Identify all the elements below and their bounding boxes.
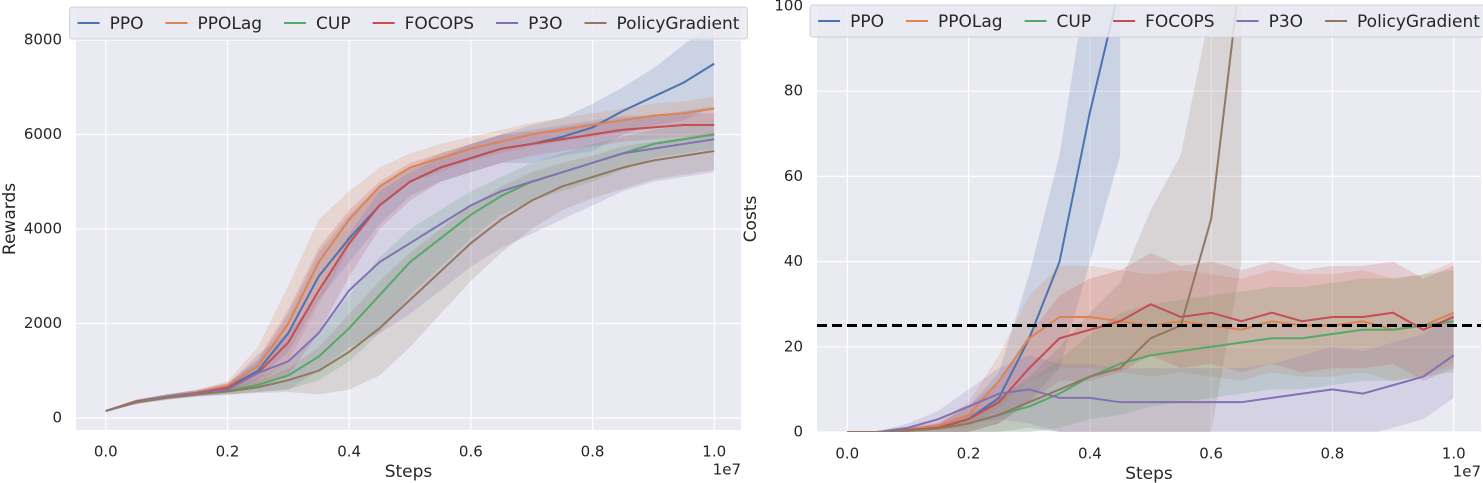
- y-tick-label: 0: [52, 408, 62, 426]
- x-tick-label: 1.0: [1442, 445, 1466, 463]
- y-tick-label: 0: [793, 423, 803, 441]
- legend-label: PolicyGradient: [617, 14, 740, 34]
- legend-box: [809, 4, 1483, 38]
- y-tick-label: 100: [774, 0, 803, 15]
- legend: PPO PPOLag CUP FOCOPS P3O PolicyGradient: [809, 4, 1483, 38]
- y-tick-label: 2000: [24, 314, 62, 332]
- band: [105, 96, 715, 412]
- x-tick-label: 0.6: [1199, 445, 1223, 463]
- legend-label: CUP: [1057, 12, 1092, 32]
- y-tick-label: 60: [784, 167, 803, 185]
- x-offset-label: 1e7: [713, 461, 741, 479]
- band: [847, 6, 1242, 432]
- y-tick-label: 20: [784, 337, 803, 355]
- line: [847, 354, 1455, 432]
- band: [105, 21, 715, 412]
- legend-label: PPO: [850, 12, 884, 32]
- x-tick-label: 0.6: [459, 443, 483, 461]
- x-tick-label: 0.0: [835, 445, 859, 463]
- band: [105, 120, 715, 412]
- y-tick-label: 4000: [24, 219, 62, 237]
- legend-label: P3O: [528, 14, 562, 34]
- x-tick-label: 0.4: [1078, 445, 1102, 463]
- band: [847, 253, 1454, 432]
- band: [847, 261, 1454, 432]
- band: [105, 132, 715, 412]
- x-axis-label: Steps: [1125, 464, 1173, 483]
- y-tick-label: 40: [784, 252, 803, 270]
- series-group: [105, 21, 715, 412]
- y-tick-label: 6000: [24, 125, 62, 143]
- x-tick-label: 0.8: [1321, 445, 1345, 463]
- legend-label: PolicyGradient: [1357, 12, 1480, 32]
- line: [847, 6, 1238, 432]
- legend-label: FOCOPS: [1145, 12, 1214, 32]
- band: [105, 113, 715, 412]
- legend-label: P3O: [1269, 12, 1303, 32]
- x-tick-label: 0.4: [337, 443, 361, 461]
- x-tick-label: 0.0: [94, 443, 118, 461]
- x-tick-label: 0.2: [216, 443, 240, 461]
- y-axis-label: Rewards: [0, 183, 20, 255]
- line: [847, 303, 1455, 432]
- plot-area: [76, 8, 741, 430]
- y-tick-label: 8000: [24, 30, 62, 48]
- y-axis-label: Costs: [741, 196, 761, 243]
- x-offset-label: 1e7: [1453, 463, 1481, 481]
- legend-box: [69, 6, 748, 40]
- band: [105, 106, 715, 412]
- x-tick-label: 0.8: [581, 443, 605, 461]
- legend-label: CUP: [316, 14, 351, 34]
- legend-label: FOCOPS: [405, 14, 474, 34]
- legend-label: PPOLag: [938, 12, 1003, 32]
- legend: PPO PPOLag CUP FOCOPS P3O PolicyGradient: [69, 6, 748, 40]
- series-group: [817, 6, 1481, 432]
- legend-label: PPO: [110, 14, 144, 34]
- legend-label: PPOLag: [197, 14, 262, 34]
- y-tick-label: 80: [784, 82, 803, 100]
- x-axis-label: Steps: [385, 462, 433, 482]
- band: [847, 270, 1454, 432]
- x-tick-label: 0.2: [957, 445, 981, 463]
- x-tick-label: 1.0: [702, 443, 726, 461]
- line: [105, 150, 715, 412]
- line: [105, 138, 715, 412]
- plot-area: [817, 6, 1481, 432]
